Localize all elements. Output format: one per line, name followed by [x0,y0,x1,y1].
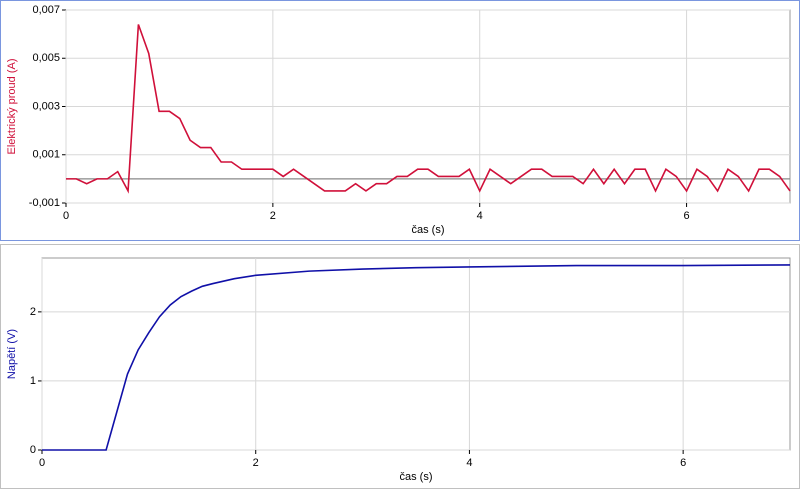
x-tick-label: 2 [253,457,259,469]
y-tick-label: 0,001 [32,149,60,161]
x-axis-label: čas (s) [412,224,445,236]
x-tick-label: 0 [39,457,45,469]
y-tick-label: 0,007 [32,4,60,16]
x-tick-label: 0 [63,210,69,222]
y-tick-label: 0,005 [32,52,60,64]
x-axis-label: čas (s) [400,471,433,483]
y-tick-label: 0,003 [32,100,60,112]
data-line [42,264,791,451]
y-axis-label: Elektrický proud (A) [6,59,18,155]
y-tick-label: -0,001 [29,197,60,209]
x-tick-label: 4 [477,210,483,222]
y-tick-label: 2 [30,306,36,318]
data-line [66,24,791,194]
plot-area [41,257,791,451]
x-tick-label: 6 [684,210,690,222]
y-tick-label: 1 [30,375,36,387]
x-tick-label: 4 [466,457,472,469]
y-axis-label: Napětí (V) [6,329,18,379]
x-tick-label: 2 [270,210,276,222]
y-tick-label: 0 [30,444,36,456]
x-tick-label: 6 [680,457,686,469]
